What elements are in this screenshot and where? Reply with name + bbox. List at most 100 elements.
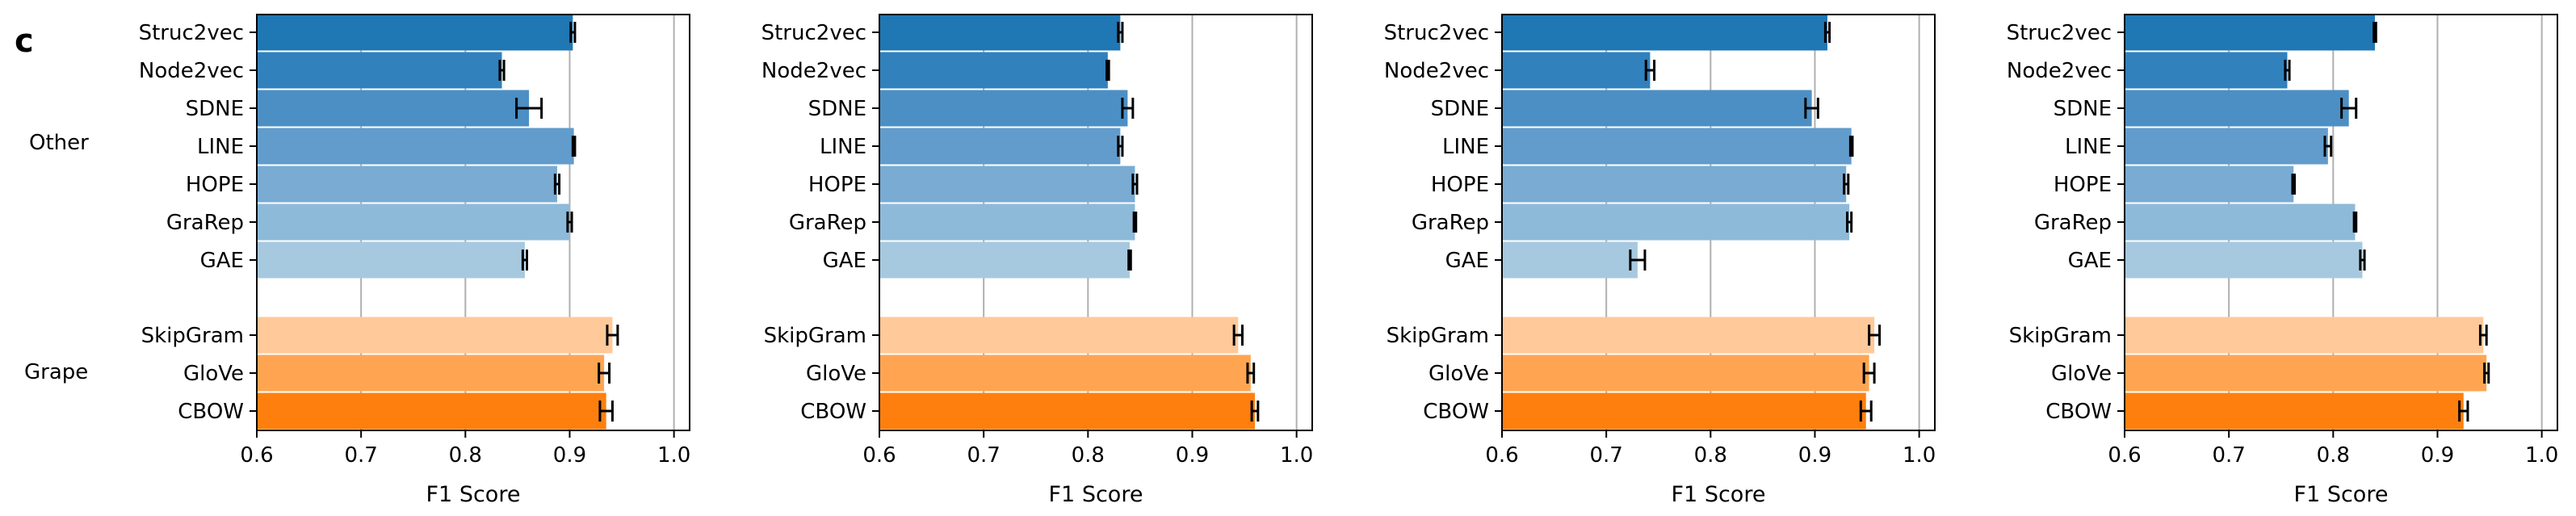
x-tick-label: 1.0 [657, 443, 690, 468]
bar-struc2vec [1502, 14, 1827, 51]
y-tick-label: CBOW [2045, 400, 2112, 424]
y-tick-label: SDNE [808, 97, 866, 121]
bar-struc2vec [2125, 14, 2375, 51]
bar-line [257, 128, 574, 165]
x-tick-label: 0.6 [862, 443, 896, 468]
bar-hope [879, 166, 1135, 203]
y-tick-label: SDNE [1431, 97, 1489, 121]
y-tick-label: Struc2vec [2007, 21, 2112, 45]
y-tick-label: GloVe [806, 362, 866, 386]
bar-cbow [2125, 392, 2464, 430]
bar-cbow [1502, 392, 1866, 430]
y-tick-label: SkipGram [1387, 324, 1489, 348]
bar-line [2125, 128, 2328, 165]
group-label-grape: Grape [24, 360, 89, 384]
y-tick-label: CBOW [178, 400, 244, 424]
y-tick-label: SkipGram [2009, 324, 2112, 348]
x-tick-label: 0.9 [1176, 443, 1209, 468]
bar-grarep [879, 203, 1135, 241]
x-tick-label: 0.8 [449, 443, 482, 468]
x-tick-label: 0.7 [1589, 443, 1622, 468]
bar-skipgram [879, 317, 1239, 354]
y-tick-label: Struc2vec [139, 21, 244, 45]
bar-glove [879, 354, 1251, 392]
y-tick-label: SkipGram [764, 324, 866, 348]
bar-glove [257, 354, 605, 392]
bar-grarep [1502, 203, 1850, 241]
x-tick-label: 0.9 [2421, 443, 2454, 468]
bar-grarep [257, 203, 570, 241]
y-tick-label: Struc2vec [1384, 21, 1489, 45]
bar-cbow [879, 392, 1255, 430]
bar-hope [1502, 166, 1847, 203]
panel-letter: c [15, 23, 34, 60]
bar-glove [2125, 354, 2487, 392]
bar-node2vec [2125, 52, 2288, 89]
bar-struc2vec [257, 14, 573, 51]
x-tick-label: 1.0 [2525, 443, 2558, 468]
y-tick-label: LINE [820, 135, 866, 159]
x-axis-label: F1 Score [1049, 482, 1143, 507]
y-tick-label: GraRep [166, 211, 244, 235]
x-tick-label: 0.8 [2317, 443, 2350, 468]
y-tick-label: CBOW [800, 400, 866, 424]
y-tick-label: GAE [200, 249, 244, 273]
x-axis-label: F1 Score [426, 482, 521, 507]
y-tick-label: LINE [197, 135, 244, 159]
y-tick-label: Node2vec [2007, 59, 2112, 83]
bar-sdne [879, 90, 1128, 127]
x-tick-label: 0.7 [967, 443, 1000, 468]
bar-node2vec [257, 52, 502, 89]
x-tick-label: 0.6 [2108, 443, 2141, 468]
bar-sdne [257, 90, 530, 127]
bar-gae [1502, 241, 1638, 279]
bar-hope [257, 166, 557, 203]
y-tick-label: Node2vec [761, 59, 866, 83]
bar-sdne [1502, 90, 1812, 127]
y-tick-label: HOPE [186, 173, 244, 197]
bar-cbow [257, 392, 606, 430]
y-tick-label: GAE [1445, 249, 1489, 273]
y-tick-label: HOPE [2054, 173, 2112, 197]
x-tick-label: 1.0 [1903, 443, 1936, 468]
y-tick-label: GAE [823, 249, 866, 273]
y-tick-label: GraRep [789, 211, 866, 235]
y-tick-label: GloVe [183, 362, 244, 386]
y-tick-label: CBOW [1423, 400, 1489, 424]
group-label-other: Other [29, 131, 89, 155]
y-tick-label: SDNE [2054, 97, 2112, 121]
y-tick-label: GAE [2068, 249, 2112, 273]
y-tick-label: GloVe [1429, 362, 1489, 386]
y-tick-label: GraRep [2034, 211, 2112, 235]
x-tick-label: 0.9 [1798, 443, 1831, 468]
bar-node2vec [1502, 52, 1651, 89]
bar-skipgram [1502, 317, 1875, 354]
y-tick-label: LINE [2065, 135, 2112, 159]
y-tick-label: SDNE [186, 97, 244, 121]
x-tick-label: 0.7 [344, 443, 377, 468]
y-tick-label: SkipGram [141, 324, 244, 348]
x-tick-label: 1.0 [1280, 443, 1313, 468]
x-tick-label: 0.9 [553, 443, 586, 468]
y-tick-label: Node2vec [1384, 59, 1489, 83]
y-tick-label: HOPE [1431, 173, 1489, 197]
bar-sdne [2125, 90, 2349, 127]
bar-hope [2125, 166, 2294, 203]
y-tick-label: GloVe [2051, 362, 2112, 386]
x-tick-label: 0.6 [1485, 443, 1518, 468]
y-tick-label: Struc2vec [761, 21, 866, 45]
bar-node2vec [879, 52, 1108, 89]
bar-skipgram [2125, 317, 2484, 354]
bar-gae [2125, 241, 2363, 279]
y-tick-label: LINE [1442, 135, 1489, 159]
x-tick-label: 0.8 [1072, 443, 1105, 468]
x-tick-label: 0.7 [2212, 443, 2245, 468]
y-tick-label: GraRep [1412, 211, 1489, 235]
x-tick-label: 0.8 [1694, 443, 1727, 468]
y-tick-label: HOPE [808, 173, 866, 197]
x-axis-label: F1 Score [2294, 482, 2389, 507]
bar-gae [257, 241, 525, 279]
y-tick-label: Node2vec [139, 59, 244, 83]
x-tick-label: 0.6 [240, 443, 273, 468]
